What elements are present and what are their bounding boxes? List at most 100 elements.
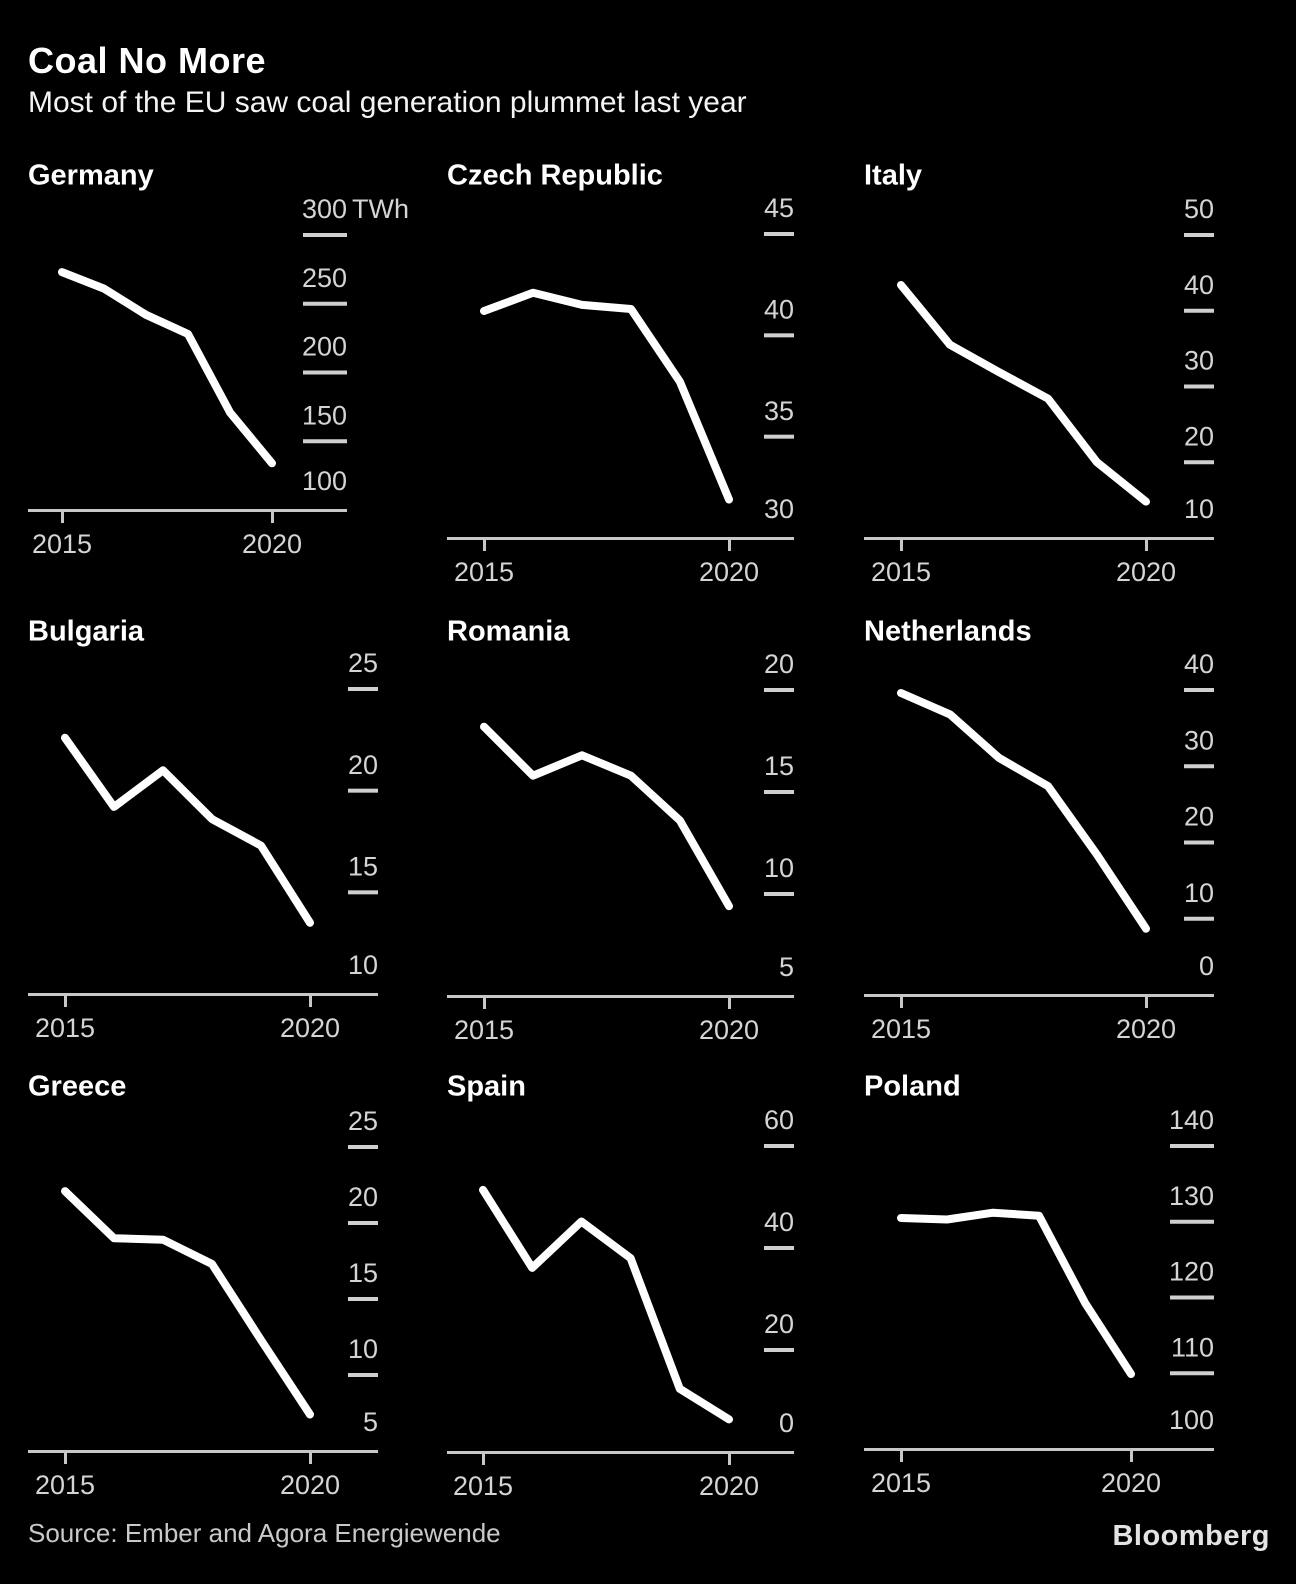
y-tick bbox=[764, 1144, 794, 1148]
series-line bbox=[479, 1185, 733, 1424]
chart-netherlands: Netherlands 40 30 20 10 0 2015 2020 bbox=[864, 616, 1214, 1044]
x-axis bbox=[28, 993, 378, 996]
y-tick-label: 20 bbox=[348, 1182, 378, 1212]
y-tick-label: 20 bbox=[764, 649, 794, 679]
y-tick-label: 35 bbox=[764, 396, 794, 426]
y-tick bbox=[348, 890, 378, 895]
x-tick bbox=[728, 998, 731, 1009]
chart-title: Germany bbox=[28, 160, 154, 192]
y-tick bbox=[303, 233, 347, 237]
y-tick-label: 20 bbox=[1184, 421, 1214, 451]
x-tick bbox=[483, 540, 486, 551]
y-tick-label: 140 bbox=[1169, 1105, 1214, 1135]
y-tick bbox=[303, 439, 347, 444]
y-tick-label: 300 bbox=[302, 194, 347, 224]
y-tick-label: 100 bbox=[302, 466, 347, 496]
y-tick-label: 40 bbox=[1184, 649, 1214, 679]
x-tick-label: 2020 bbox=[699, 557, 759, 587]
y-tick bbox=[1170, 1144, 1214, 1148]
chart-title: Poland bbox=[864, 1071, 961, 1103]
chart-title: Greece bbox=[28, 1071, 126, 1103]
series-line bbox=[61, 1187, 314, 1419]
x-tick bbox=[64, 1453, 67, 1464]
y-tick-label: 50 bbox=[1184, 194, 1214, 224]
x-tick bbox=[900, 1451, 903, 1462]
y-tick-label: 200 bbox=[302, 332, 347, 362]
x-tick-label: 2020 bbox=[1116, 1014, 1176, 1044]
series-line bbox=[480, 722, 733, 911]
x-tick bbox=[1145, 540, 1148, 551]
series-line bbox=[897, 689, 1150, 933]
x-axis bbox=[447, 995, 794, 998]
chart-czech-republic: Czech Republic 45 40 35 30 2015 2020 bbox=[447, 160, 794, 587]
y-tick bbox=[303, 301, 347, 306]
chart-title: Bulgaria bbox=[28, 616, 145, 648]
x-tick-label: 2015 bbox=[871, 1014, 931, 1044]
y-tick-label: 25 bbox=[348, 648, 378, 678]
x-tick bbox=[728, 540, 731, 551]
y-tick bbox=[764, 790, 794, 794]
y-tick-label: 130 bbox=[1169, 1181, 1214, 1211]
y-tick-label: 0 bbox=[1199, 951, 1214, 981]
y-tick-label: 15 bbox=[764, 751, 794, 781]
y-tick bbox=[348, 1145, 378, 1149]
y-axis-unit: TWh bbox=[352, 194, 409, 224]
y-tick bbox=[1184, 308, 1214, 313]
x-axis bbox=[864, 994, 1214, 997]
y-tick bbox=[1170, 1295, 1214, 1300]
x-tick-label: 2020 bbox=[699, 1471, 759, 1501]
x-axis bbox=[447, 1451, 794, 1454]
y-tick bbox=[1184, 233, 1214, 237]
y-tick bbox=[1184, 460, 1214, 465]
x-axis bbox=[28, 509, 347, 512]
y-tick-label: 45 bbox=[764, 193, 794, 223]
y-tick-label: 100 bbox=[1169, 1405, 1214, 1435]
x-tick bbox=[1130, 1451, 1133, 1462]
x-axis bbox=[864, 537, 1214, 540]
y-tick-label: 15 bbox=[348, 851, 378, 881]
x-tick bbox=[483, 998, 486, 1009]
x-tick-label: 2020 bbox=[280, 1470, 340, 1500]
page-title: Coal No More bbox=[28, 40, 267, 81]
y-tick-label: 0 bbox=[779, 1408, 794, 1438]
y-tick bbox=[303, 370, 347, 375]
series-line bbox=[897, 1208, 1135, 1378]
y-tick bbox=[764, 1246, 794, 1250]
y-tick bbox=[348, 687, 378, 691]
y-tick bbox=[1184, 764, 1214, 769]
y-tick-label: 10 bbox=[764, 853, 794, 883]
y-tick-label: 30 bbox=[764, 494, 794, 524]
x-tick-label: 2015 bbox=[454, 1015, 514, 1045]
y-tick-label: 120 bbox=[1169, 1257, 1214, 1287]
x-tick bbox=[309, 996, 312, 1007]
y-tick-label: 5 bbox=[363, 1407, 378, 1437]
x-axis bbox=[28, 1450, 378, 1453]
y-tick-label: 60 bbox=[764, 1105, 794, 1135]
chart-germany: Germany 300 TWh 250 200 150 100 2015 2020 bbox=[28, 160, 409, 559]
x-tick bbox=[271, 512, 274, 523]
chart-title: Italy bbox=[864, 160, 922, 192]
y-tick-label: 20 bbox=[1184, 802, 1214, 832]
chart-title: Romania bbox=[447, 616, 570, 648]
y-tick-label: 10 bbox=[348, 950, 378, 980]
chart-spain: Spain 60 40 20 0 2015 2020 bbox=[447, 1071, 794, 1501]
y-tick-label: 150 bbox=[302, 400, 347, 430]
x-axis bbox=[447, 537, 794, 540]
y-tick bbox=[1184, 688, 1214, 692]
y-tick-label: 30 bbox=[1184, 346, 1214, 376]
x-axis bbox=[864, 1448, 1214, 1451]
x-tick bbox=[900, 997, 903, 1008]
x-tick bbox=[61, 512, 64, 523]
y-tick-label: 110 bbox=[1171, 1332, 1214, 1362]
series-line bbox=[61, 733, 314, 927]
y-tick-label: 25 bbox=[348, 1106, 378, 1136]
y-tick-label: 10 bbox=[1184, 878, 1214, 908]
x-tick bbox=[64, 996, 67, 1007]
y-tick-label: 40 bbox=[764, 294, 794, 324]
y-tick-label: 20 bbox=[348, 750, 378, 780]
x-tick-label: 2015 bbox=[871, 1468, 931, 1498]
